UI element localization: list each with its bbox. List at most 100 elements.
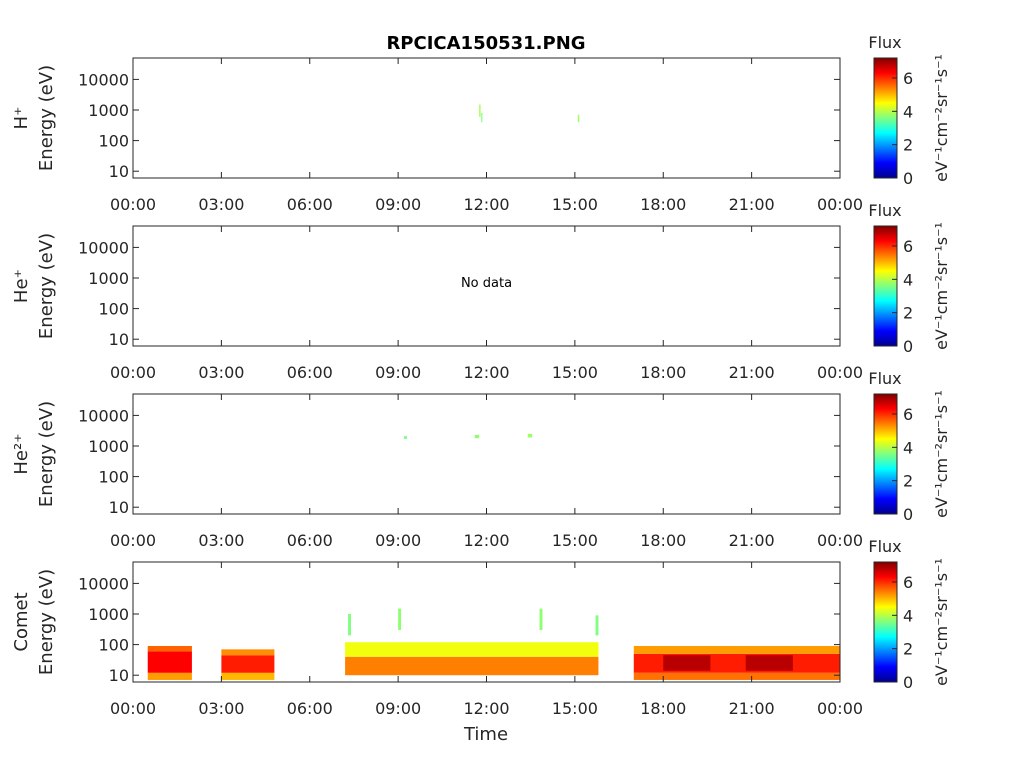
colorbar-title: Flux: [868, 33, 901, 52]
colorbar-title: Flux: [868, 369, 901, 388]
x-tick-label: 00:00: [110, 363, 156, 382]
colorbar-tick-label: 6: [903, 69, 913, 88]
data-cell: [221, 649, 275, 656]
y-tick-label: 10000: [78, 406, 129, 425]
data-cell: [745, 655, 793, 671]
y-tick-label: 10: [109, 330, 129, 349]
colorbar: [873, 225, 898, 347]
x-tick-label: 03:00: [198, 363, 244, 382]
data-cell: [481, 112, 483, 123]
x-tick-label: 03:00: [198, 699, 244, 718]
panel-2: 10 100 1000 10000 00:00 03:00 06:00 09:00 12:00 1…: [11, 201, 951, 382]
data-cell: [147, 651, 192, 673]
y-tick-label: 1000: [88, 101, 129, 120]
x-axis-label: Time: [463, 724, 508, 745]
colorbar-title: Flux: [868, 201, 901, 220]
colorbar-label: eV⁻¹cm⁻²sr⁻¹s⁻¹: [932, 222, 951, 350]
colorbar: [873, 393, 898, 515]
colorbar-title: Flux: [868, 537, 901, 556]
y-tick-label: 10: [109, 498, 129, 517]
data-cell: [595, 615, 599, 636]
x-tick-label: 06:00: [287, 531, 333, 550]
x-tick-label: 09:00: [375, 195, 421, 214]
y-tick-label: 10: [109, 162, 129, 181]
x-tick-label: 00:00: [817, 699, 863, 718]
y-axis-label: Energy (eV): [36, 401, 57, 507]
x-tick-label: 15:00: [552, 195, 598, 214]
colorbar-tick-label: 4: [903, 270, 913, 289]
colorbar-tick-label: 0: [903, 337, 913, 356]
x-tick-label: 15:00: [552, 531, 598, 550]
data-cell: [147, 672, 192, 680]
colorbar-tick-label: 0: [903, 673, 913, 692]
colorbar-tick-label: 0: [903, 169, 913, 188]
colorbar-tick-label: 2: [903, 472, 913, 491]
colorbar-tick-label: 6: [903, 237, 913, 256]
colorbar-tick-label: 4: [903, 438, 913, 457]
species-label: H⁺: [11, 106, 32, 129]
x-tick-label: 18:00: [640, 699, 686, 718]
colorbar: [873, 561, 898, 683]
x-tick-label: 15:00: [552, 699, 598, 718]
data-cell: [663, 655, 711, 671]
x-tick-label: 09:00: [375, 531, 421, 550]
x-tick-label: 21:00: [729, 531, 775, 550]
x-tick-label: 00:00: [817, 363, 863, 382]
colorbar-tick-label: 4: [903, 606, 913, 625]
colorbar-label: eV⁻¹cm⁻²sr⁻¹s⁻¹: [932, 54, 951, 182]
species-label: Comet: [11, 592, 32, 651]
x-tick-label: 09:00: [375, 363, 421, 382]
y-tick-label: 10: [109, 666, 129, 685]
x-tick-label: 00:00: [817, 531, 863, 550]
colorbar-label: eV⁻¹cm⁻²sr⁻¹s⁻¹: [932, 390, 951, 518]
plot-area-frame: [132, 393, 841, 515]
x-tick-label: 12:00: [463, 363, 509, 382]
data-cell: [345, 642, 599, 657]
x-tick-label: 06:00: [287, 195, 333, 214]
y-tick-label: 1000: [88, 437, 129, 456]
colorbar-tick-label: 0: [903, 505, 913, 524]
data-cell: [221, 672, 275, 680]
panel-4: 10 100 1000 10000 00:00 03:00 06:00 09:00 12:00 1…: [11, 537, 951, 718]
x-tick-label: 00:00: [110, 531, 156, 550]
x-tick-label: 18:00: [640, 195, 686, 214]
x-tick-label: 18:00: [640, 363, 686, 382]
data-cell: [348, 613, 351, 636]
x-tick-label: 18:00: [640, 531, 686, 550]
y-axis-label: Energy (eV): [36, 233, 57, 339]
data-cell: [474, 434, 480, 439]
colorbar-tick-label: 6: [903, 405, 913, 424]
x-tick-label: 00:00: [110, 195, 156, 214]
x-tick-label: 12:00: [463, 195, 509, 214]
data-cell: [527, 433, 533, 438]
data-cell: [404, 436, 407, 439]
plot-area-frame: [132, 57, 841, 179]
x-tick-label: 06:00: [287, 363, 333, 382]
x-tick-label: 00:00: [110, 699, 156, 718]
colorbar: [873, 57, 898, 179]
x-tick-label: 15:00: [552, 363, 598, 382]
y-tick-label: 1000: [88, 269, 129, 288]
data-cell: [539, 608, 543, 631]
colorbar-tick-label: 2: [903, 640, 913, 659]
colorbar-tick-label: 6: [903, 573, 913, 592]
colorbar-tick-label: 2: [903, 304, 913, 323]
x-tick-label: 21:00: [729, 699, 775, 718]
x-tick-label: 12:00: [463, 531, 509, 550]
x-tick-label: 21:00: [729, 363, 775, 382]
data-cell: [577, 114, 580, 123]
panel-1: 10 100 1000 10000 00:00 03:00 06:00 09:00 12:00 1…: [11, 33, 951, 214]
x-tick-label: 03:00: [198, 195, 244, 214]
panel-3: 10 100 1000 10000 00:00 03:00 06:00 09:00 12:00 1…: [11, 369, 951, 550]
x-tick-label: 06:00: [287, 699, 333, 718]
y-tick-label: 1000: [88, 605, 129, 624]
species-label: He⁺: [11, 269, 32, 303]
y-axis-label: Energy (eV): [36, 65, 57, 171]
x-tick-label: 21:00: [729, 195, 775, 214]
x-tick-label: 00:00: [817, 195, 863, 214]
y-axis-label: Energy (eV): [36, 569, 57, 675]
y-tick-label: 100: [98, 300, 129, 319]
data-cell: [147, 646, 192, 652]
colorbar-label: eV⁻¹cm⁻²sr⁻¹s⁻¹: [932, 558, 951, 686]
